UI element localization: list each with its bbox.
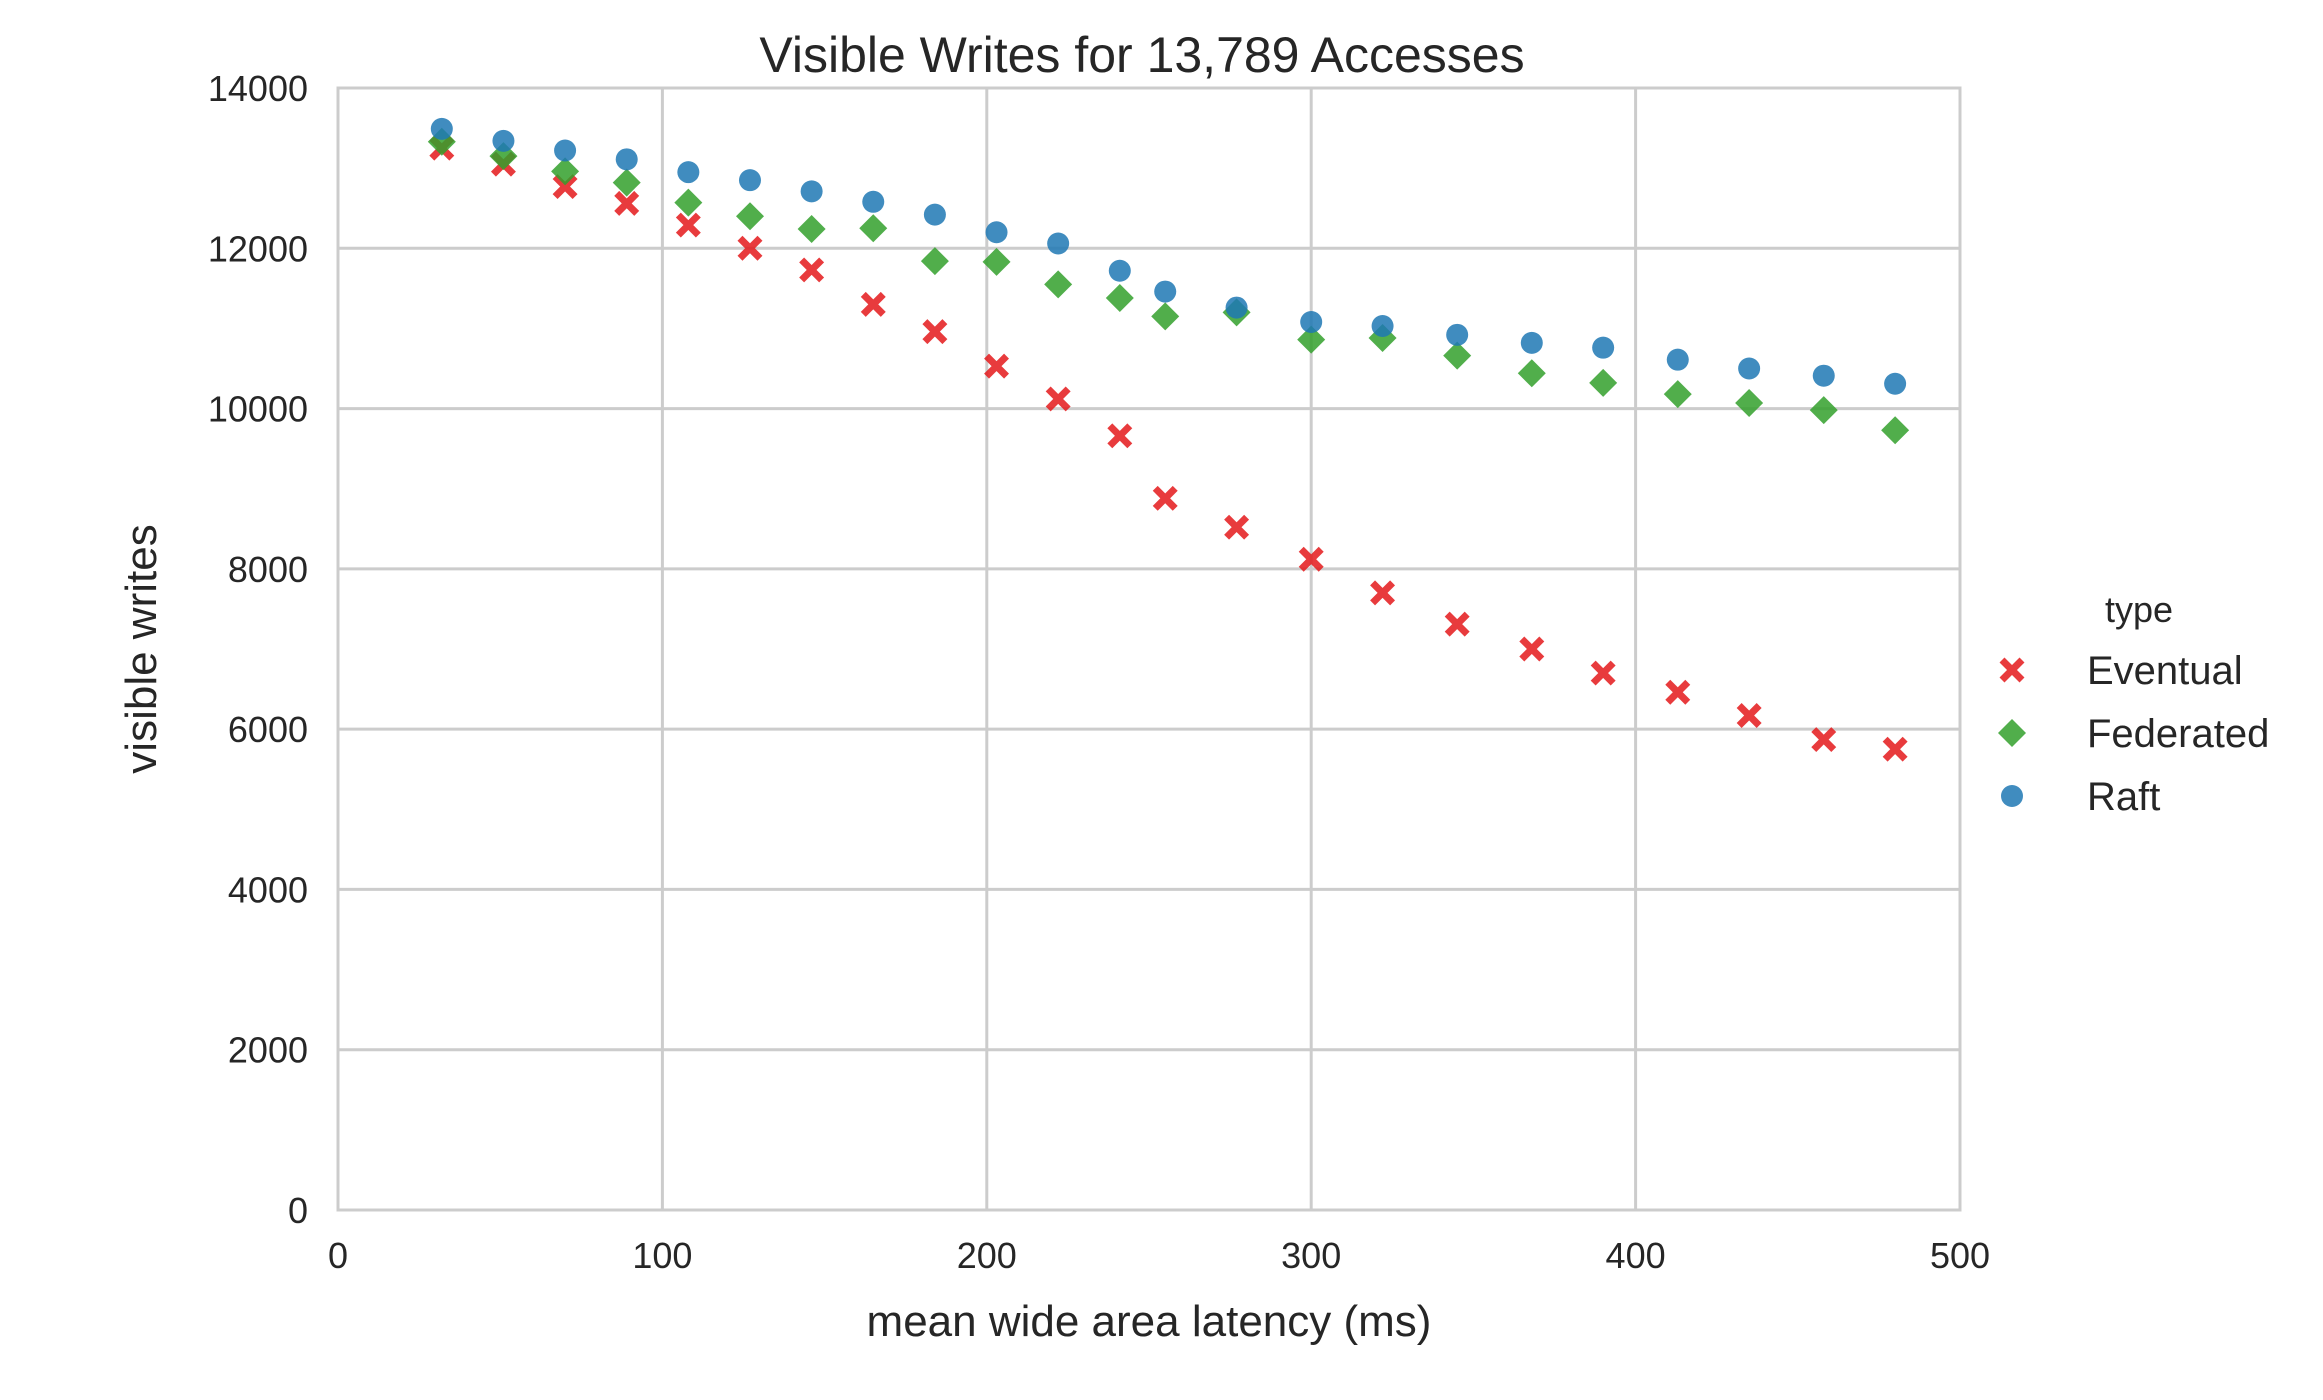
federated-point <box>1044 270 1073 299</box>
eventual-point <box>1224 514 1250 540</box>
eventual-point <box>675 212 701 238</box>
y-axis-ticks: 0 2000 4000 6000 8000 10000 12000 14000 <box>208 68 308 1231</box>
y-tick-label: 8000 <box>228 549 308 590</box>
plot-area <box>336 86 1962 1212</box>
federated-point <box>920 247 949 276</box>
raft-point <box>1666 348 1689 371</box>
legend-marker-raft <box>2001 785 2023 807</box>
x-tick-label: 200 <box>957 1235 1017 1276</box>
y-tick-label: 6000 <box>228 709 308 750</box>
eventual-point <box>1298 546 1324 572</box>
y-axis-label: visible writes <box>117 524 166 773</box>
eventual-point <box>1811 727 1837 753</box>
x-tick-label: 300 <box>1281 1235 1341 1276</box>
federated-point <box>859 214 888 243</box>
eventual-point <box>1665 679 1691 705</box>
raft-point <box>554 139 577 162</box>
federated-point <box>1663 380 1692 409</box>
raft-point <box>1738 357 1761 380</box>
x-tick-label: 0 <box>328 1235 348 1276</box>
federated-point <box>1589 368 1618 397</box>
federated-point <box>612 168 641 197</box>
eventual-point <box>1370 580 1396 606</box>
eventual-point <box>737 235 763 261</box>
eventual-point <box>614 190 640 216</box>
federated-point <box>1443 341 1472 370</box>
raft-point <box>677 161 700 184</box>
legend-marker-federated <box>1998 719 2026 747</box>
raft-point <box>738 169 761 192</box>
raft-point <box>615 148 638 171</box>
eventual-point <box>984 353 1010 379</box>
eventual-point <box>1590 660 1616 686</box>
x-axis-ticks: 0 100 200 300 400 500 <box>328 1235 1990 1276</box>
legend-label-eventual: Eventual <box>2087 649 2243 693</box>
raft-point <box>1446 323 1469 346</box>
y-tick-label: 14000 <box>208 68 308 109</box>
chart-title: Visible Writes for 13,789 Accesses <box>759 27 1524 83</box>
x-tick-label: 400 <box>1606 1235 1666 1276</box>
federated-point <box>1881 416 1910 445</box>
raft-point <box>1812 364 1835 387</box>
grid-lines <box>336 86 1962 1212</box>
eventual-point <box>1107 423 1133 449</box>
x-tick-label: 100 <box>632 1235 692 1276</box>
federated-point <box>1809 396 1838 425</box>
federated-point <box>1297 325 1326 354</box>
raft-point <box>862 190 885 213</box>
raft-point <box>492 129 515 152</box>
federated-point <box>735 202 764 231</box>
raft-point <box>1154 280 1177 303</box>
legend-label-raft: Raft <box>2087 775 2160 819</box>
federated-point <box>1151 302 1180 331</box>
eventual-point <box>799 257 825 283</box>
raft-point <box>923 203 946 226</box>
eventual-point <box>1882 736 1908 762</box>
eventual-point <box>1519 636 1545 662</box>
raft-point <box>430 117 453 140</box>
federated-point <box>982 247 1011 276</box>
x-tick-label: 500 <box>1930 1235 1990 1276</box>
raft-point <box>1592 336 1615 359</box>
federated-point <box>797 215 826 244</box>
legend-marker-eventual <box>1999 657 2025 683</box>
raft-point <box>1108 259 1131 282</box>
raft-point <box>800 180 823 203</box>
raft-point <box>1047 232 1070 255</box>
eventual-point <box>860 291 886 317</box>
y-tick-label: 10000 <box>208 389 308 430</box>
eventual-point <box>1152 485 1178 511</box>
y-tick-label: 2000 <box>228 1030 308 1071</box>
legend-label-federated: Federated <box>2087 712 2269 756</box>
y-tick-label: 4000 <box>228 869 308 910</box>
raft-point <box>1520 331 1543 354</box>
x-axis-label: mean wide area latency (ms) <box>867 1297 1432 1346</box>
federated-point <box>427 127 456 156</box>
y-tick-label: 0 <box>288 1190 308 1231</box>
raft-point <box>1225 296 1248 319</box>
eventual-point <box>1444 611 1470 637</box>
series-raft <box>430 117 1907 395</box>
eventual-point <box>1045 386 1071 412</box>
data-points <box>427 117 1910 762</box>
federated-point <box>551 157 580 186</box>
federated-point <box>1105 283 1134 312</box>
eventual-point <box>1736 703 1762 728</box>
federated-point <box>1735 388 1764 417</box>
legend-title: type <box>2105 589 2173 630</box>
y-tick-label: 12000 <box>208 228 308 269</box>
eventual-point <box>552 174 578 200</box>
eventual-point <box>922 319 948 345</box>
raft-point <box>1371 315 1394 338</box>
legend: type Eventual Federated Raft <box>1998 589 2269 819</box>
raft-point <box>1300 311 1323 334</box>
federated-point <box>674 188 703 217</box>
federated-point <box>1517 359 1546 388</box>
raft-point <box>985 221 1008 244</box>
raft-point <box>1884 372 1907 395</box>
